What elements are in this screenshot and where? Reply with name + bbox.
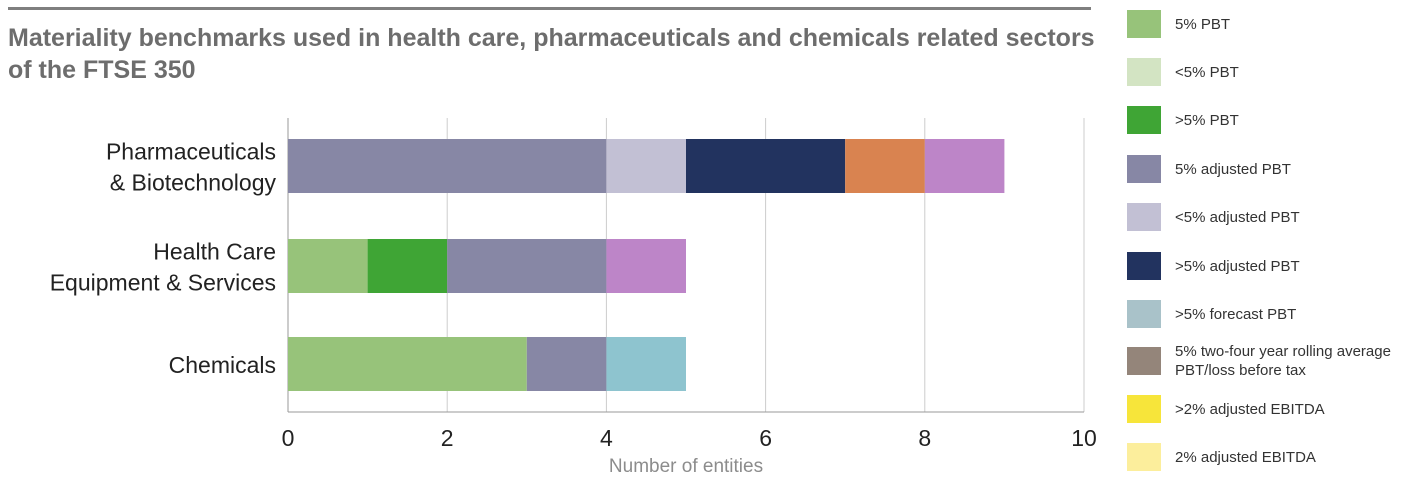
category-label: Health Care — [153, 239, 276, 265]
legend-label: >5% PBT — [1175, 111, 1239, 129]
bar-segment — [606, 239, 686, 293]
legend-item: <5% adjusted PBT — [1127, 203, 1407, 231]
legend-swatch — [1127, 155, 1161, 183]
legend-item: >5% PBT — [1127, 106, 1407, 134]
x-tick-label: 4 — [600, 425, 613, 451]
category-label: Chemicals — [169, 352, 276, 378]
bar-segment — [606, 337, 686, 391]
legend-item: >5% adjusted PBT — [1127, 252, 1407, 280]
legend-swatch — [1127, 106, 1161, 134]
bar-segment — [288, 139, 607, 193]
category-label: Equipment & Services — [50, 270, 276, 296]
bar-segment — [447, 239, 607, 293]
bar-segment — [526, 337, 607, 391]
x-tick-label: 2 — [441, 425, 454, 451]
legend-swatch — [1127, 395, 1161, 423]
bar-segment — [288, 337, 527, 391]
title-rule — [8, 7, 1091, 10]
legend-item: >5% forecast PBT — [1127, 300, 1407, 328]
x-tick-label: 0 — [282, 425, 295, 451]
legend-label: <5% PBT — [1175, 63, 1239, 81]
legend-label: 2% adjusted EBITDA — [1175, 448, 1316, 466]
bar-segment — [686, 139, 846, 193]
legend-label: <5% adjusted PBT — [1175, 208, 1300, 226]
legend-swatch — [1127, 252, 1161, 280]
legend-swatch — [1127, 443, 1161, 471]
legend-item: 5% adjusted PBT — [1127, 155, 1407, 183]
x-tick-label: 10 — [1071, 425, 1097, 451]
legend-swatch — [1127, 10, 1161, 38]
bar-segment — [288, 239, 368, 293]
bar-segment — [845, 139, 925, 193]
x-tick-label: 8 — [918, 425, 931, 451]
legend-swatch — [1127, 300, 1161, 328]
legend-swatch — [1127, 203, 1161, 231]
legend-label: 5% adjusted PBT — [1175, 160, 1291, 178]
legend-label: >5% forecast PBT — [1175, 305, 1297, 323]
x-axis-label: Number of entities — [609, 456, 763, 477]
category-label: Pharmaceuticals — [106, 139, 276, 165]
bar-segment — [924, 139, 1005, 193]
legend-swatch — [1127, 58, 1161, 86]
bar-chart: Pharmaceuticals & Biotechnology Health Car… — [50, 118, 1097, 477]
legend-item: 5% two-four year rolling average PBT/los… — [1127, 342, 1407, 380]
bar-segment — [367, 239, 448, 293]
legend-label: 5% two-four year rolling average PBT/los… — [1175, 343, 1391, 379]
legend-item: >2% adjusted EBITDA — [1127, 395, 1407, 423]
legend-label: 5% PBT — [1175, 15, 1231, 33]
legend-item: <5% PBT — [1127, 58, 1407, 86]
bar-segment — [606, 139, 686, 193]
legend-label: >2% adjusted EBITDA — [1175, 400, 1325, 418]
legend-label: >5% adjusted PBT — [1175, 257, 1300, 275]
category-label: & Biotechnology — [110, 170, 277, 196]
chart-title: Materiality benchmarks used in health ca… — [8, 24, 1095, 84]
legend-item: 2% adjusted EBITDA — [1127, 443, 1407, 471]
x-tick-label: 6 — [759, 425, 772, 451]
legend-swatch — [1127, 347, 1161, 375]
legend-item: 5% PBT — [1127, 10, 1407, 38]
